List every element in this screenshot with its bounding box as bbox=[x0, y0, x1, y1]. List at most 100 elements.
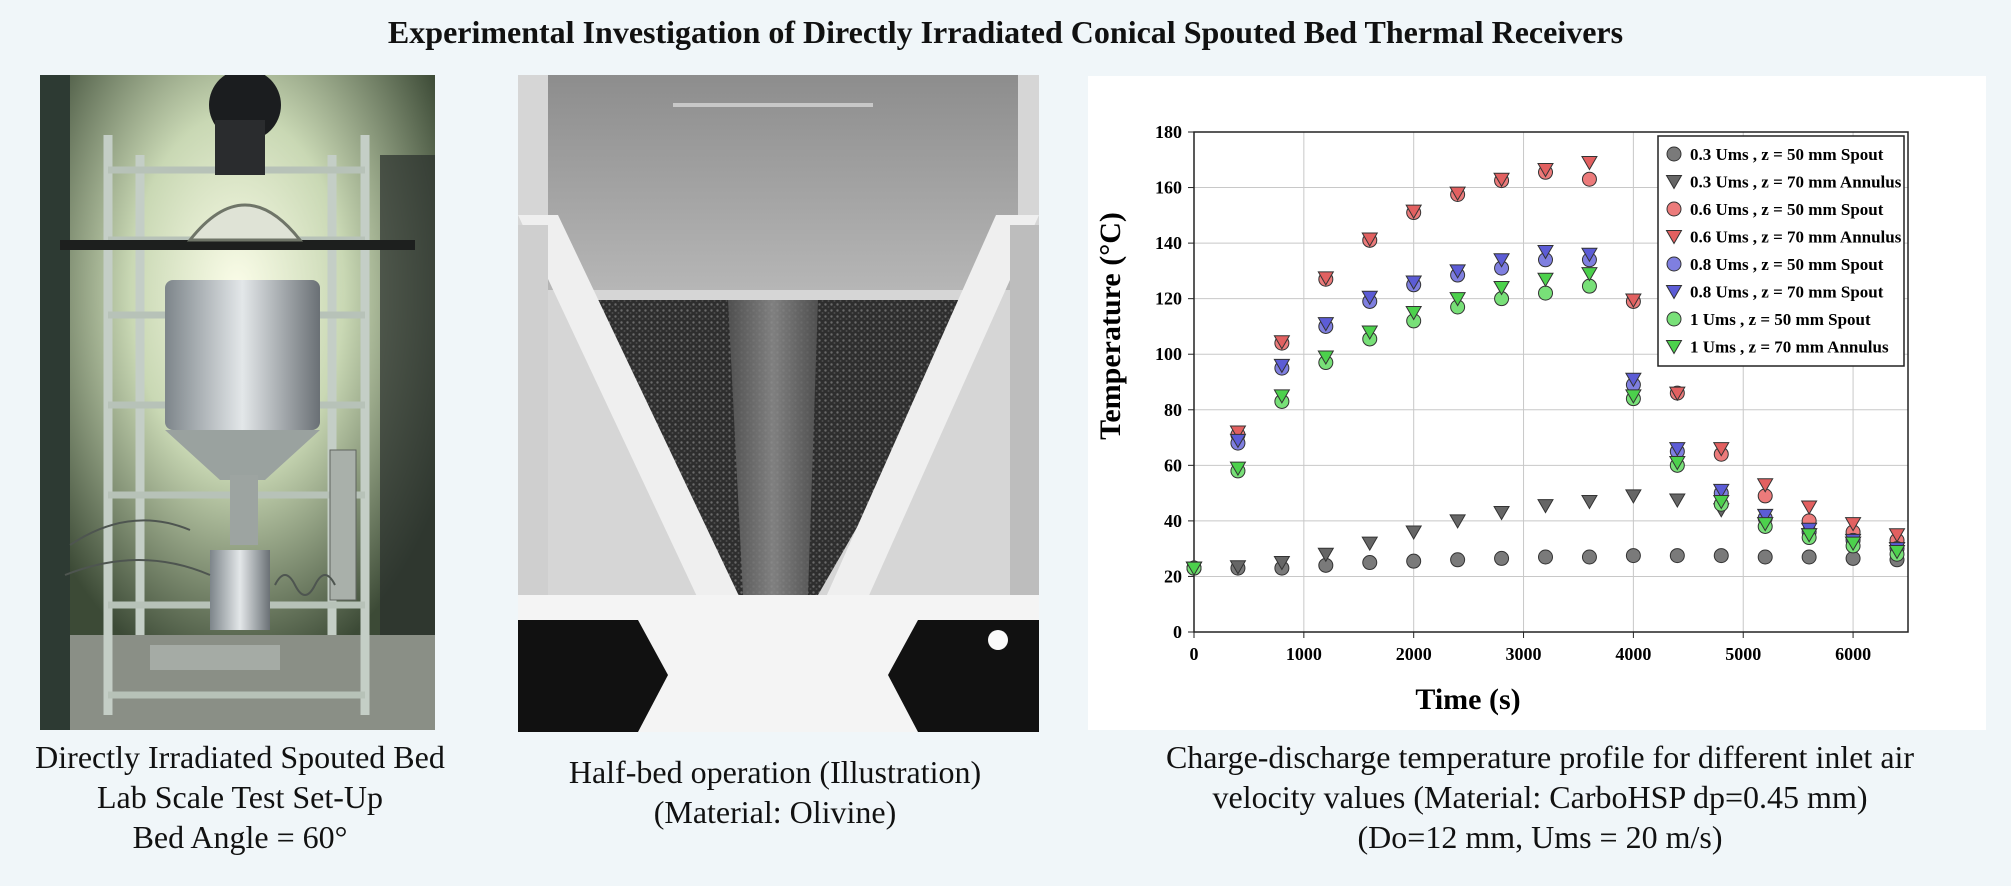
data-point bbox=[1712, 494, 1730, 510]
data-point bbox=[1712, 442, 1730, 457]
y-tick-label: 40 bbox=[1164, 511, 1182, 531]
data-point bbox=[1756, 508, 1774, 524]
caption-line: Charge-discharge temperature profile for… bbox=[1165, 739, 1915, 775]
legend-label: 1 Ums , z = 70 mm Annulus bbox=[1690, 338, 1889, 357]
caption-line: Bed Angle = 60° bbox=[132, 819, 348, 855]
legend-label: 0.8 Ums , z = 50 mm Spout bbox=[1690, 255, 1884, 274]
data-point bbox=[1317, 317, 1335, 332]
data-point bbox=[1845, 550, 1861, 566]
data-point bbox=[1625, 293, 1642, 309]
data-point bbox=[1756, 517, 1774, 532]
data-point bbox=[1581, 494, 1598, 510]
data-point bbox=[1493, 253, 1510, 268]
data-point bbox=[1229, 433, 1247, 449]
data-point bbox=[1317, 547, 1335, 563]
data-point bbox=[1273, 389, 1291, 404]
data-point bbox=[1625, 372, 1642, 388]
caption-line: Lab Scale Test Set-Up bbox=[97, 779, 383, 815]
data-point bbox=[1581, 247, 1598, 263]
data-point bbox=[1537, 244, 1554, 260]
legend-marker bbox=[1665, 340, 1683, 355]
y-axis-label: Temperature (°C) bbox=[1094, 212, 1127, 440]
data-point bbox=[1229, 461, 1247, 477]
legend-label: 0.3 Ums , z = 50 mm Spout bbox=[1690, 145, 1884, 164]
legend-marker bbox=[1665, 175, 1683, 190]
axes: 0 1000 2000 3000 4000 5000 6000 0 20 40 60 80 100 120… bbox=[1155, 122, 1909, 664]
data-point bbox=[1229, 560, 1247, 575]
data-points bbox=[1185, 156, 1906, 577]
legend-label: 0.6 Ums , z = 50 mm Spout bbox=[1690, 200, 1884, 219]
data-point bbox=[1361, 325, 1379, 341]
data-point bbox=[1317, 271, 1335, 286]
caption-half-bed: Half-bed operation (Illustration) (Mater… bbox=[470, 752, 1080, 832]
data-point bbox=[1712, 483, 1730, 499]
caption-line: velocity values (Material: CarboHSP dp=0… bbox=[1212, 779, 1868, 815]
data-point bbox=[1668, 493, 1686, 509]
y-tick-label: 20 bbox=[1164, 566, 1182, 586]
caption-chart: Charge-discharge temperature profile for… bbox=[1080, 737, 2000, 857]
y-tick-label: 0 bbox=[1173, 622, 1182, 642]
data-point bbox=[1844, 517, 1862, 532]
data-point bbox=[1625, 489, 1642, 504]
legend-marker bbox=[1666, 201, 1682, 217]
data-point bbox=[1449, 186, 1466, 202]
x-tick-label: 5000 bbox=[1725, 644, 1761, 664]
caption-line: Directly Irradiated Spouted Bed bbox=[35, 739, 445, 775]
data-point bbox=[1668, 386, 1686, 402]
legend: 0.3 Ums , z = 50 mm Spout 0.3 Ums , z = 7… bbox=[1657, 135, 1905, 367]
data-point bbox=[1185, 561, 1203, 577]
data-point bbox=[1317, 350, 1335, 366]
x-axis-label: Time (s) bbox=[1415, 683, 1520, 716]
data-point bbox=[1668, 442, 1686, 457]
data-point bbox=[1537, 163, 1554, 178]
temperature-chart: 0 1000 2000 3000 4000 5000 6000 0 20 40 60 80 100 120… bbox=[1088, 76, 1986, 730]
y-tick-label: 120 bbox=[1155, 289, 1182, 309]
data-point bbox=[1361, 536, 1379, 552]
data-point bbox=[1800, 500, 1818, 516]
data-point bbox=[1494, 550, 1510, 566]
chart-svg: 0 1000 2000 3000 4000 5000 6000 0 20 40 60 80 100 120… bbox=[1094, 122, 1909, 716]
data-point bbox=[1493, 281, 1510, 296]
data-point bbox=[1581, 171, 1597, 187]
data-point bbox=[1449, 292, 1466, 307]
half-bed-photo bbox=[518, 75, 1039, 732]
data-point bbox=[1362, 555, 1378, 571]
legend-label: 0.6 Ums , z = 70 mm Annulus bbox=[1690, 228, 1902, 247]
data-point bbox=[1800, 528, 1818, 543]
x-tick-label: 4000 bbox=[1615, 644, 1651, 664]
data-point bbox=[1493, 506, 1510, 521]
legend-marker bbox=[1665, 230, 1683, 245]
x-tick-label: 0 bbox=[1190, 644, 1199, 664]
y-tick-label: 140 bbox=[1155, 233, 1182, 253]
legend-marker bbox=[1666, 311, 1682, 327]
data-point bbox=[1538, 285, 1554, 301]
legend-marker bbox=[1665, 285, 1683, 300]
data-point bbox=[1888, 528, 1906, 543]
data-point bbox=[1625, 389, 1642, 404]
legend-label: 1 Ums , z = 50 mm Spout bbox=[1690, 310, 1871, 329]
data-point bbox=[1273, 556, 1291, 571]
y-tick-label: 80 bbox=[1164, 400, 1182, 420]
data-point bbox=[1538, 549, 1554, 565]
data-point bbox=[1581, 156, 1598, 171]
data-point bbox=[1844, 536, 1862, 552]
data-point bbox=[1801, 549, 1817, 565]
data-point bbox=[1229, 425, 1247, 441]
caption-line: (Material: Olivine) bbox=[653, 794, 897, 830]
y-tick-label: 180 bbox=[1155, 122, 1182, 142]
data-point bbox=[1756, 478, 1774, 493]
legend-label: 0.8 Ums , z = 70 mm Spout bbox=[1690, 283, 1884, 302]
data-point bbox=[1449, 264, 1466, 279]
legend-box bbox=[1657, 135, 1905, 367]
data-point bbox=[1581, 549, 1597, 565]
data-point bbox=[1625, 548, 1641, 564]
legend-label: 0.3 Ums , z = 70 mm Annulus bbox=[1690, 173, 1902, 192]
y-tick-label: 60 bbox=[1164, 455, 1182, 475]
data-point bbox=[1668, 456, 1686, 471]
data-point bbox=[1405, 525, 1423, 541]
data-point bbox=[1361, 232, 1379, 247]
data-point bbox=[1713, 548, 1729, 564]
data-point bbox=[1757, 549, 1773, 565]
x-tick-label: 1000 bbox=[1286, 644, 1322, 664]
data-point bbox=[1493, 172, 1510, 188]
